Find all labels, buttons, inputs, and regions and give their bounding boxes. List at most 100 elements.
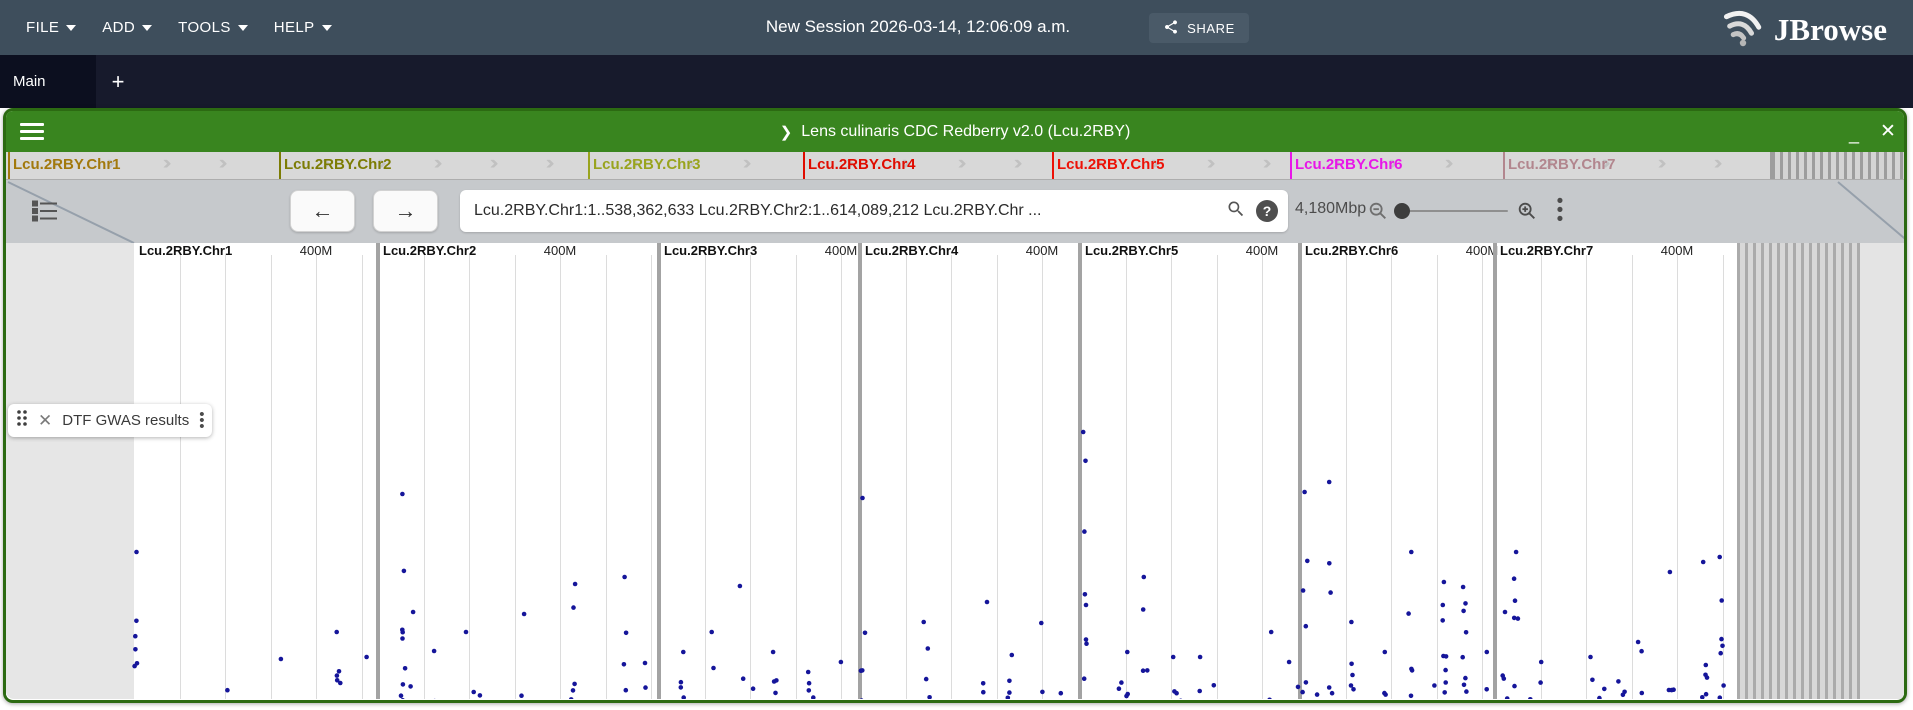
ribbon-chromosome-label: Lcu.2RBY.Chr2: [284, 156, 392, 173]
gridline-100M: [1723, 255, 1724, 699]
gridline-100M: [606, 255, 607, 699]
ribbon-chevron-icon: ›: [1094, 153, 1104, 174]
ribbon-chevron-icon: ›: [1713, 153, 1723, 174]
menu-file[interactable]: FILE: [26, 19, 77, 36]
ribbon-chromosome-label: Lcu.2RBY.Chr7: [1508, 156, 1616, 173]
ruler-chromosome-label: Lcu.2RBY.Chr5: [1085, 243, 1179, 258]
ribbon-chevron-icon: ›: [1150, 153, 1160, 174]
gridline-100M: [906, 255, 907, 699]
menu-label: FILE: [26, 19, 60, 36]
gridline-100M: [469, 255, 470, 699]
zoom-in-icon[interactable]: [1516, 200, 1538, 227]
ribbon-chevron-icon: ›: [218, 153, 228, 174]
chevron-right-icon: ❯: [779, 123, 793, 141]
view-kebab-menu[interactable]: • • •: [1556, 191, 1564, 230]
ruler-chromosome-label: Lcu.2RBY.Chr7: [1500, 243, 1594, 258]
back-button[interactable]: ←: [290, 190, 355, 232]
share-icon: [1163, 19, 1179, 38]
session-title: New Session 2026-03-14, 12:06:09 a.m.: [765, 17, 1071, 36]
ruler-chromosome-label: Lcu.2RBY.Chr2: [383, 243, 477, 258]
zoom-slider-thumb[interactable]: [1394, 203, 1410, 219]
help-icon[interactable]: ?: [1256, 200, 1278, 222]
zoom-slider[interactable]: [1394, 203, 1508, 219]
track-label-chip[interactable]: ✕ DTF GWAS results • • •: [8, 404, 213, 437]
jbrowse-logo: JBrowse: [1720, 6, 1887, 53]
gridline-100M: [1437, 255, 1438, 699]
ruler-tick-label: 400M: [1025, 243, 1059, 258]
overview-segment-Lcu.2RBY.Chr1[interactable]: › › › › Lcu.2RBY.Chr1: [8, 152, 279, 179]
gridline-100M: [271, 255, 272, 699]
jbrowse-logo-text: JBrowse: [1773, 11, 1887, 47]
ruler-tick-label: 400M: [1245, 243, 1279, 258]
overview-segment-Lcu.2RBY.Chr2[interactable]: › › › › › Lcu.2RBY.Chr2: [279, 152, 588, 179]
gridline-100M: [560, 255, 561, 699]
gridline-100M: [1482, 255, 1483, 699]
minimize-view-button[interactable]: _: [1848, 124, 1859, 144]
tab-main[interactable]: Main: [0, 55, 96, 108]
chevron-down-icon: [321, 24, 332, 31]
ribbon-chevron-icon: ›: [630, 153, 640, 174]
track-area[interactable]: Lcu.2RBY.Chr1 400M Lcu.2RBY.Chr2 400M Lcu.2R…: [6, 243, 1904, 699]
ribbon-chevron-icon: ›: [1332, 153, 1342, 174]
chromosome-boundary: [657, 243, 661, 699]
overview-segment-Lcu.2RBY.Chr7[interactable]: › › › › Lcu.2RBY.Chr7: [1503, 152, 1770, 179]
track-kebab-menu[interactable]: • • •: [199, 405, 205, 435]
gridline-100M: [951, 255, 952, 699]
overview-scalebar[interactable]: › › › › Lcu.2RBY.Chr1 › › › › › Lcu.2RBY.Chr2 › › › Lc…: [6, 152, 1904, 180]
ruler-chromosome-label: Lcu.2RBY.Chr3: [664, 243, 758, 258]
view-header: ❯ Lens culinaris CDC Redberry v2.0 (Lcu.…: [6, 111, 1904, 152]
ribbon-chevron-icon: ›: [50, 153, 60, 174]
gridline-100M: [424, 255, 425, 699]
ribbon-chromosome-label: Lcu.2RBY.Chr4: [808, 156, 916, 173]
ribbon-chromosome-label: Lcu.2RBY.Chr6: [1295, 156, 1403, 173]
zoom-out-icon[interactable]: [1367, 200, 1389, 227]
region-ruler[interactable]: Lcu.2RBY.Chr1 400M Lcu.2RBY.Chr2 400M Lcu.2R…: [6, 243, 1904, 260]
track-label: DTF GWAS results: [62, 412, 190, 429]
ribbon-chromosome-label: Lcu.2RBY.Chr1: [13, 156, 121, 173]
ribbon-chevron-icon: ›: [901, 153, 911, 174]
chevron-down-icon: [142, 24, 153, 31]
jbrowse-logo-icon: [1720, 6, 1764, 53]
gridline-100M: [1677, 255, 1678, 699]
ribbon-chevron-icon: ›: [1013, 153, 1023, 174]
overview-segment-Lcu.2RBY.Chr5[interactable]: › › › › Lcu.2RBY.Chr5: [1052, 152, 1290, 179]
view-title[interactable]: ❯ Lens culinaris CDC Redberry v2.0 (Lcu.…: [780, 123, 1131, 141]
scaffold-contigs-region: [1737, 243, 1860, 699]
forward-button[interactable]: →: [373, 190, 438, 232]
gridline-100M: [705, 255, 706, 699]
assembly-name: Lens culinaris CDC Redberry v2.0 (Lcu.2R…: [801, 122, 1131, 140]
track-selector-button[interactable]: [32, 200, 58, 227]
ribbon-chevron-icon: ›: [1206, 153, 1216, 174]
ribbon-chevron-icon: ›: [321, 153, 331, 174]
ribbon-chevron-icon: ›: [1545, 153, 1555, 174]
ruler-chromosome-label: Lcu.2RBY.Chr4: [865, 243, 959, 258]
drag-handle-icon[interactable]: [16, 409, 28, 432]
gridline-100M: [1632, 255, 1633, 699]
gridline-100M: [750, 255, 751, 699]
share-button[interactable]: SHARE: [1149, 13, 1249, 43]
overview-segment-Lcu.2RBY.Chr3[interactable]: › › › Lcu.2RBY.Chr3: [588, 152, 803, 179]
location-search-box[interactable]: Lcu.2RBY.Chr1:1..538,362,633 Lcu.2RBY.Ch…: [460, 190, 1288, 232]
ribbon-chevron-icon: ›: [162, 153, 172, 174]
gridline-100M: [997, 255, 998, 699]
ruler-tick-label: 400M: [543, 243, 577, 258]
gwas-scatter-plot[interactable]: [6, 243, 1904, 699]
overview-segment-Lcu.2RBY.Chr4[interactable]: › › › › Lcu.2RBY.Chr4: [803, 152, 1052, 179]
menu-add[interactable]: ADD: [102, 19, 153, 36]
ribbon-chevron-icon: ›: [1444, 153, 1454, 174]
overview-segment-Lcu.2RBY.Chr6[interactable]: › › › Lcu.2RBY.Chr6: [1290, 152, 1503, 179]
view-menu-icon[interactable]: [20, 123, 44, 141]
add-view-button[interactable]: +: [111, 68, 125, 94]
ribbon-chevron-icon: ›: [1657, 153, 1667, 174]
overview-scaffolds-region[interactable]: [1770, 152, 1904, 179]
close-view-button[interactable]: ✕: [1880, 120, 1896, 142]
ribbon-chevron-icon: ›: [433, 153, 443, 174]
track-close-icon[interactable]: ✕: [38, 410, 53, 430]
ruler-tick-label: 400M: [1660, 243, 1694, 258]
location-text: Lcu.2RBY.Chr1:1..538,362,633 Lcu.2RBY.Ch…: [474, 202, 1042, 219]
gridline-100M: [225, 255, 226, 699]
menu-help[interactable]: HELP: [274, 19, 332, 36]
search-icon[interactable]: [1226, 199, 1246, 224]
menu-tools[interactable]: TOOLS: [178, 19, 248, 36]
session-tabbar: Main +: [0, 55, 1913, 108]
